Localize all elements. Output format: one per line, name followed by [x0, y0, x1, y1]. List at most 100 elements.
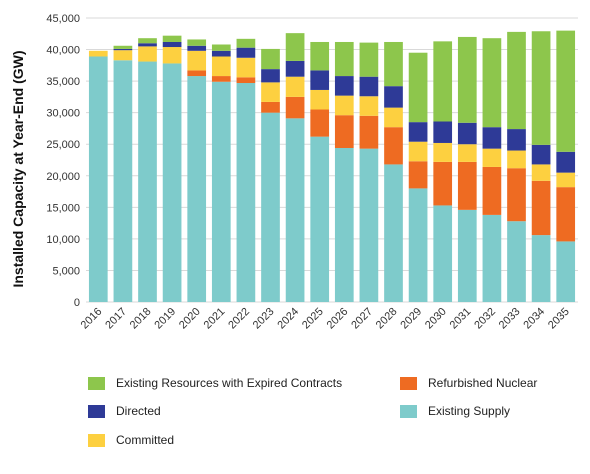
bar-segment: [88, 50, 108, 57]
stacked-bar-chart: 0 5,000 10,000 15,000 20,000 25,000 30,000 35,0…: [10, 13, 578, 332]
bar-segment: [507, 168, 526, 222]
legend-label-existing-supply: Existing Supply: [428, 404, 511, 418]
bar-segment: [408, 141, 428, 162]
legend-swatch-expired-contracts: [88, 376, 105, 390]
y-tick-label: 15,000: [46, 202, 80, 214]
x-tick-label: 2033: [497, 306, 523, 332]
bar-segment: [334, 148, 354, 302]
bar-segment: [310, 109, 330, 137]
bar-segment: [457, 36, 477, 123]
legend-item-directed: Directed: [88, 401, 161, 421]
bar-segment: [236, 57, 256, 78]
bar-segment: [211, 44, 231, 51]
x-tick-label: 2031: [448, 306, 474, 332]
bar-segment: [507, 129, 526, 151]
bar-segment: [113, 60, 133, 303]
x-tick-label: 2026: [325, 306, 351, 332]
bar-segment: [433, 142, 453, 162]
bar-segment: [285, 33, 305, 61]
bar-segment: [138, 61, 157, 303]
bar-segment: [359, 96, 379, 116]
bar-segment: [482, 148, 502, 167]
bar-segment: [433, 161, 453, 206]
bar-segment: [433, 205, 453, 302]
x-tick-label: 2023: [251, 306, 277, 332]
bar-segment: [556, 187, 576, 242]
bar-segment: [334, 115, 354, 149]
legend-item-expired-contracts: Existing Resources with Expired Contract…: [88, 373, 342, 393]
bar-segment: [556, 172, 576, 188]
bar-segment: [113, 48, 133, 51]
bar-segment: [531, 235, 551, 302]
bar-segment: [113, 50, 133, 61]
bar-segment: [162, 41, 182, 48]
bar-segment: [138, 43, 157, 47]
x-tick-label: 2025: [300, 306, 326, 332]
x-tick-label: 2034: [521, 306, 547, 332]
y-tick-label: 10,000: [46, 234, 80, 246]
bar-segment: [236, 77, 256, 84]
bar-segment: [482, 214, 502, 302]
x-tick-label: 2027: [349, 306, 375, 332]
legend-item-refurbished-nuclear: Refurbished Nuclear: [400, 373, 537, 393]
bar-segment: [359, 148, 379, 302]
bar-segment: [384, 127, 403, 165]
bar-segment: [531, 164, 551, 181]
bar-segment: [187, 76, 207, 302]
bar-segment: [261, 48, 280, 70]
x-tick-label: 2030: [423, 306, 449, 332]
legend-label-committed: Committed: [116, 433, 175, 447]
bar-segment: [556, 241, 576, 302]
legend-swatch-existing-supply: [400, 404, 417, 418]
bar-segment: [334, 95, 354, 116]
x-tick-label: 2024: [275, 306, 301, 332]
bar-segment: [187, 50, 207, 71]
y-tick-label: 35,000: [46, 76, 80, 88]
bar-segment: [457, 144, 477, 162]
bar-segment: [408, 52, 428, 123]
y-tick-label: 40,000: [46, 45, 80, 57]
bar-segment: [261, 101, 280, 113]
bar-segment: [211, 76, 231, 82]
legend-swatch-directed: [88, 404, 105, 418]
bar-segment: [261, 69, 280, 83]
legend-swatch-refurbished-nuclear: [400, 376, 417, 390]
y-tick-label: 30,000: [46, 108, 80, 120]
y-axis-title: Installed Capacity at Year-End (GW): [10, 50, 26, 287]
bar-segment: [236, 83, 256, 302]
bar-segment: [310, 89, 330, 110]
bar-segment: [433, 41, 453, 122]
bar-segment: [187, 39, 207, 46]
x-tick-label: 2029: [398, 306, 424, 332]
bar-segment: [334, 41, 354, 77]
x-tick-label: 2019: [152, 306, 178, 332]
y-tick-label: 45,000: [46, 13, 80, 25]
x-tick-label: 2016: [79, 306, 105, 332]
bar-segment: [482, 166, 502, 215]
bar-segment: [187, 45, 207, 51]
bar-segment: [285, 60, 305, 77]
bar-segment: [457, 122, 477, 145]
bar-segment: [531, 180, 551, 236]
bar-segment: [310, 41, 330, 71]
bar-segment: [88, 56, 108, 303]
bar-segment: [334, 76, 354, 96]
bar-segment: [531, 144, 551, 165]
y-tick-label: 5,000: [52, 265, 80, 277]
bar-segment: [457, 209, 477, 302]
x-tick-label: 2020: [177, 306, 203, 332]
legend-swatch-committed: [88, 433, 105, 447]
bar-segment: [531, 31, 551, 145]
bar-segment: [138, 38, 157, 44]
bar-segment: [433, 121, 453, 143]
x-tick-label: 2022: [226, 306, 252, 332]
bar-segment: [285, 76, 305, 97]
x-tick-label: 2028: [374, 306, 400, 332]
bar-segment: [162, 47, 182, 64]
bar-segment: [236, 47, 256, 58]
y-tick-label: 20,000: [46, 171, 80, 183]
bar-segment: [384, 86, 403, 108]
y-tick-label: 25,000: [46, 139, 80, 151]
bar-segment: [211, 81, 231, 303]
x-tick-label: 2017: [103, 306, 129, 332]
